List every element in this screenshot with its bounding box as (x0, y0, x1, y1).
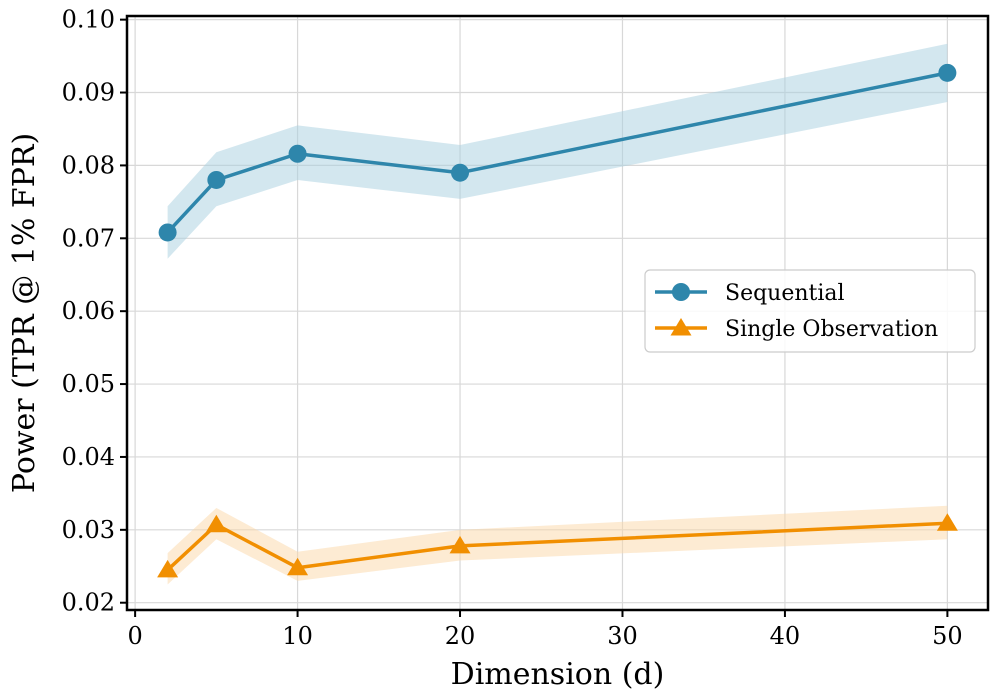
y-tick-label: 0.04 (62, 443, 115, 471)
x-tick-label: 50 (932, 622, 963, 650)
data-point (451, 163, 470, 182)
x-tick-label: 30 (607, 622, 638, 650)
data-point (938, 63, 957, 82)
legend-marker-0 (672, 283, 690, 301)
x-tick-label: 0 (127, 622, 142, 650)
y-tick-label: 0.03 (62, 516, 115, 544)
y-axis-label: Power (TPR @ 1% FPR) (7, 133, 42, 493)
data-point (287, 557, 309, 576)
data-point (936, 513, 958, 531)
y-tick-label: 0.05 (62, 370, 115, 398)
legend: Sequential Single Observation (644, 269, 976, 353)
confidence-band-1 (167, 505, 948, 585)
y-tick-label: 0.02 (62, 589, 115, 617)
y-tick-label: 0.06 (62, 297, 115, 325)
y-tick-label: 0.07 (62, 224, 115, 252)
x-tick-label: 40 (770, 622, 801, 650)
data-point (157, 559, 179, 578)
legend-label-0: Sequential (725, 281, 845, 306)
y-tick-label: 0.10 (62, 6, 115, 34)
x-axis-label: Dimension (d) (451, 657, 665, 692)
axis-ticks: 0 10 20 30 40 50 0.02 0.03 0.04 0.05 0.06 0.07 0.08 0… (62, 6, 963, 650)
plot-frame (125, 14, 990, 612)
legend-box (644, 269, 976, 353)
series-markers (157, 63, 958, 578)
data-point (158, 223, 177, 242)
legend-marker-1 (670, 318, 692, 336)
x-tick-label: 20 (445, 622, 476, 650)
data-point (207, 170, 226, 189)
y-tick-label: 0.08 (62, 151, 115, 179)
y-tick-label: 0.09 (62, 79, 115, 107)
x-tick-label: 10 (282, 622, 313, 650)
data-point (205, 514, 227, 533)
legend-label-1: Single Observation (725, 317, 938, 342)
data-point (288, 144, 307, 163)
data-point (449, 535, 471, 554)
